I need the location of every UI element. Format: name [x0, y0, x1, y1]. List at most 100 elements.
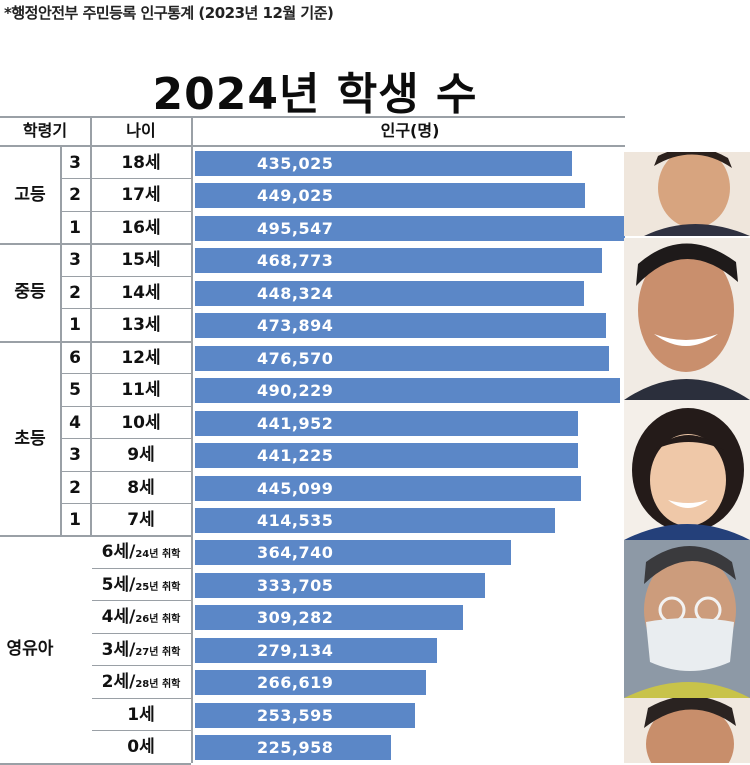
grid-line [92, 210, 191, 212]
grid-line [60, 340, 91, 342]
grid-line [0, 340, 191, 343]
bar-value-label: 490,229 [257, 381, 334, 401]
bar [195, 410, 579, 436]
grade-label: 3 [69, 445, 81, 466]
age-text: 0세 [127, 737, 155, 758]
portrait-photo [624, 152, 750, 236]
bar [195, 443, 578, 469]
age-text: 4세/ [101, 607, 136, 628]
bar-value-label: 441,952 [257, 413, 334, 433]
portrait-photo [624, 400, 750, 540]
bar-value-label: 441,225 [257, 446, 334, 466]
header-stage: 학령기 [22, 121, 68, 140]
grid-line [60, 275, 91, 277]
grid-line [191, 116, 193, 763]
grid-line [60, 210, 91, 212]
grid-line [92, 697, 191, 699]
grade-label: 4 [69, 412, 81, 433]
age-text: 12세 [121, 347, 161, 368]
grid-line [0, 116, 625, 118]
bar-value-label: 266,619 [257, 673, 334, 693]
age-label: 3세/27년 취학 [92, 634, 190, 666]
age-text: 13세 [121, 315, 161, 336]
bar [195, 215, 625, 241]
grid-line [92, 632, 191, 634]
grid-line [92, 275, 191, 277]
grid-line [92, 373, 191, 375]
grid-line [60, 244, 62, 342]
grade-label: 1 [69, 217, 81, 238]
age-label: 17세 [92, 179, 190, 211]
grid-line [92, 665, 191, 667]
age-label: 5세/25년 취학 [92, 569, 190, 601]
grid-line [60, 308, 91, 310]
age-label: 1세 [92, 699, 190, 731]
chart-title: 2024년 학생 수 [152, 69, 478, 120]
grid-line [92, 178, 191, 180]
grid-line [0, 243, 191, 246]
grid-line [60, 470, 91, 472]
age-label: 15세 [92, 244, 190, 276]
grade-label: 2 [69, 185, 81, 206]
grade-label: 2 [69, 282, 81, 303]
age-label: 16세 [92, 212, 190, 244]
group-label: 고등 [14, 185, 46, 205]
bar [195, 151, 573, 176]
age-text: 18세 [121, 153, 161, 173]
bar [195, 605, 464, 631]
portrait-photo [624, 540, 750, 698]
age-text: 10세 [121, 412, 161, 433]
age-label: 13세 [92, 309, 190, 341]
bar [195, 735, 392, 761]
grid-line [60, 405, 91, 407]
bar-value-label: 448,324 [257, 283, 334, 303]
grid-line [0, 535, 191, 538]
grid-line [92, 438, 191, 440]
bar [195, 572, 485, 598]
grid-line [60, 243, 91, 245]
header-age: 나이 [126, 121, 156, 140]
age-text: 3세/ [101, 639, 136, 660]
bar [195, 540, 512, 566]
enrollment-note: 25년 취학 [135, 581, 181, 593]
grade-label: 3 [69, 153, 81, 173]
age-text: 16세 [121, 217, 161, 238]
enrollment-note: 27년 취학 [135, 646, 181, 658]
bar [195, 637, 438, 663]
bar-value-label: 253,595 [257, 705, 334, 725]
age-text: 15세 [121, 250, 161, 271]
bar [195, 378, 621, 404]
portrait-photo [624, 238, 750, 400]
bar [195, 475, 582, 501]
bar [195, 507, 555, 533]
grid-line [90, 116, 92, 147]
bar-value-label: 476,570 [257, 348, 334, 368]
group-label: 중등 [14, 282, 46, 303]
age-label: 11세 [92, 374, 190, 406]
grid-line [60, 502, 91, 504]
grid-line [92, 567, 191, 569]
grid-line [60, 178, 91, 180]
grid-line [60, 438, 91, 440]
grid-line [60, 373, 91, 375]
bar-value-label: 449,025 [257, 186, 334, 206]
group-label: 영유아 [6, 639, 54, 660]
grid-line [92, 308, 191, 310]
bar-value-label: 309,282 [257, 608, 334, 628]
grid-line [92, 600, 191, 602]
age-label: 7세 [92, 504, 190, 536]
grid-line [92, 470, 191, 472]
bar-value-label: 364,740 [257, 543, 334, 563]
age-label: 6세/24년 취학 [92, 536, 190, 568]
age-text: 11세 [121, 380, 161, 401]
group-label: 초등 [14, 428, 46, 449]
bar-value-label: 445,099 [257, 478, 334, 498]
bar [195, 345, 609, 371]
age-text: 6세/ [101, 542, 136, 563]
age-text: 2세/ [101, 672, 136, 693]
header-population: 인구(명) [380, 121, 440, 140]
age-label: 10세 [92, 407, 190, 439]
bar [195, 183, 585, 209]
grade-label: 6 [69, 347, 81, 368]
age-text: 8세 [127, 477, 155, 498]
